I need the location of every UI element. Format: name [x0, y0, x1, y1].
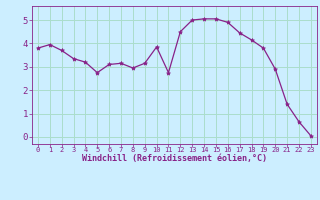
X-axis label: Windchill (Refroidissement éolien,°C): Windchill (Refroidissement éolien,°C): [82, 154, 267, 163]
